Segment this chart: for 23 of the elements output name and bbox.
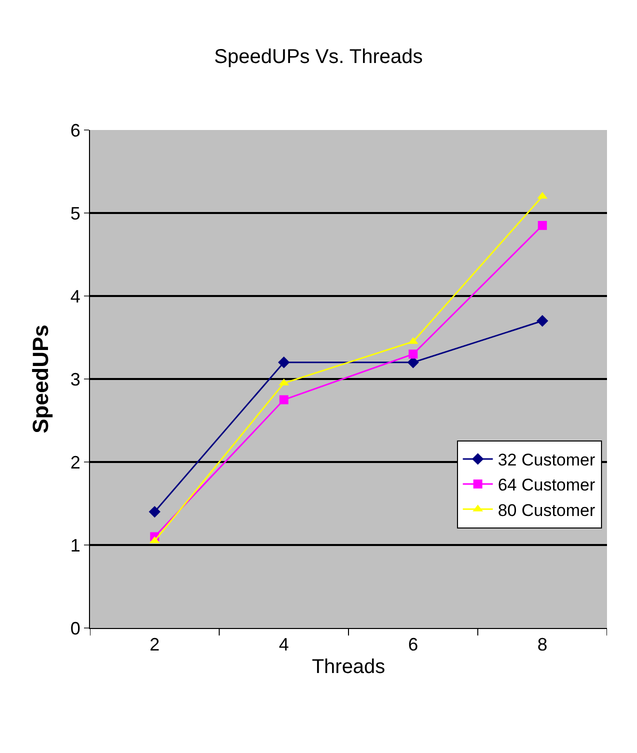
point	[538, 220, 547, 230]
y-tick-label: 1	[70, 535, 80, 556]
legend-label: 32 Customer	[498, 450, 596, 470]
legend-label: 64 Customer	[498, 476, 596, 495]
y-tick-label: 2	[70, 452, 80, 472]
legend-label: 80 Customer	[498, 500, 596, 520]
y-tick-label: 4	[70, 286, 80, 306]
point	[536, 315, 548, 327]
y-tick-label: 3	[70, 369, 80, 390]
x-tick-label: 6	[408, 634, 418, 655]
point	[148, 506, 160, 518]
chart-title: SpeedUPs Vs. Threads	[214, 46, 423, 68]
y-tick-label: 0	[70, 618, 80, 638]
x-axis-title: Threads	[312, 656, 386, 678]
y-tick-label: 5	[70, 203, 80, 224]
point	[408, 350, 418, 359]
x-tick-label: 4	[278, 634, 289, 655]
x-tick-label: 8	[537, 634, 548, 655]
x-tick-label: 2	[150, 634, 160, 655]
point	[279, 395, 288, 404]
y-axis-title: SpeedUPs	[28, 324, 54, 434]
y-tick-label: 6	[70, 120, 80, 140]
point	[278, 356, 290, 368]
